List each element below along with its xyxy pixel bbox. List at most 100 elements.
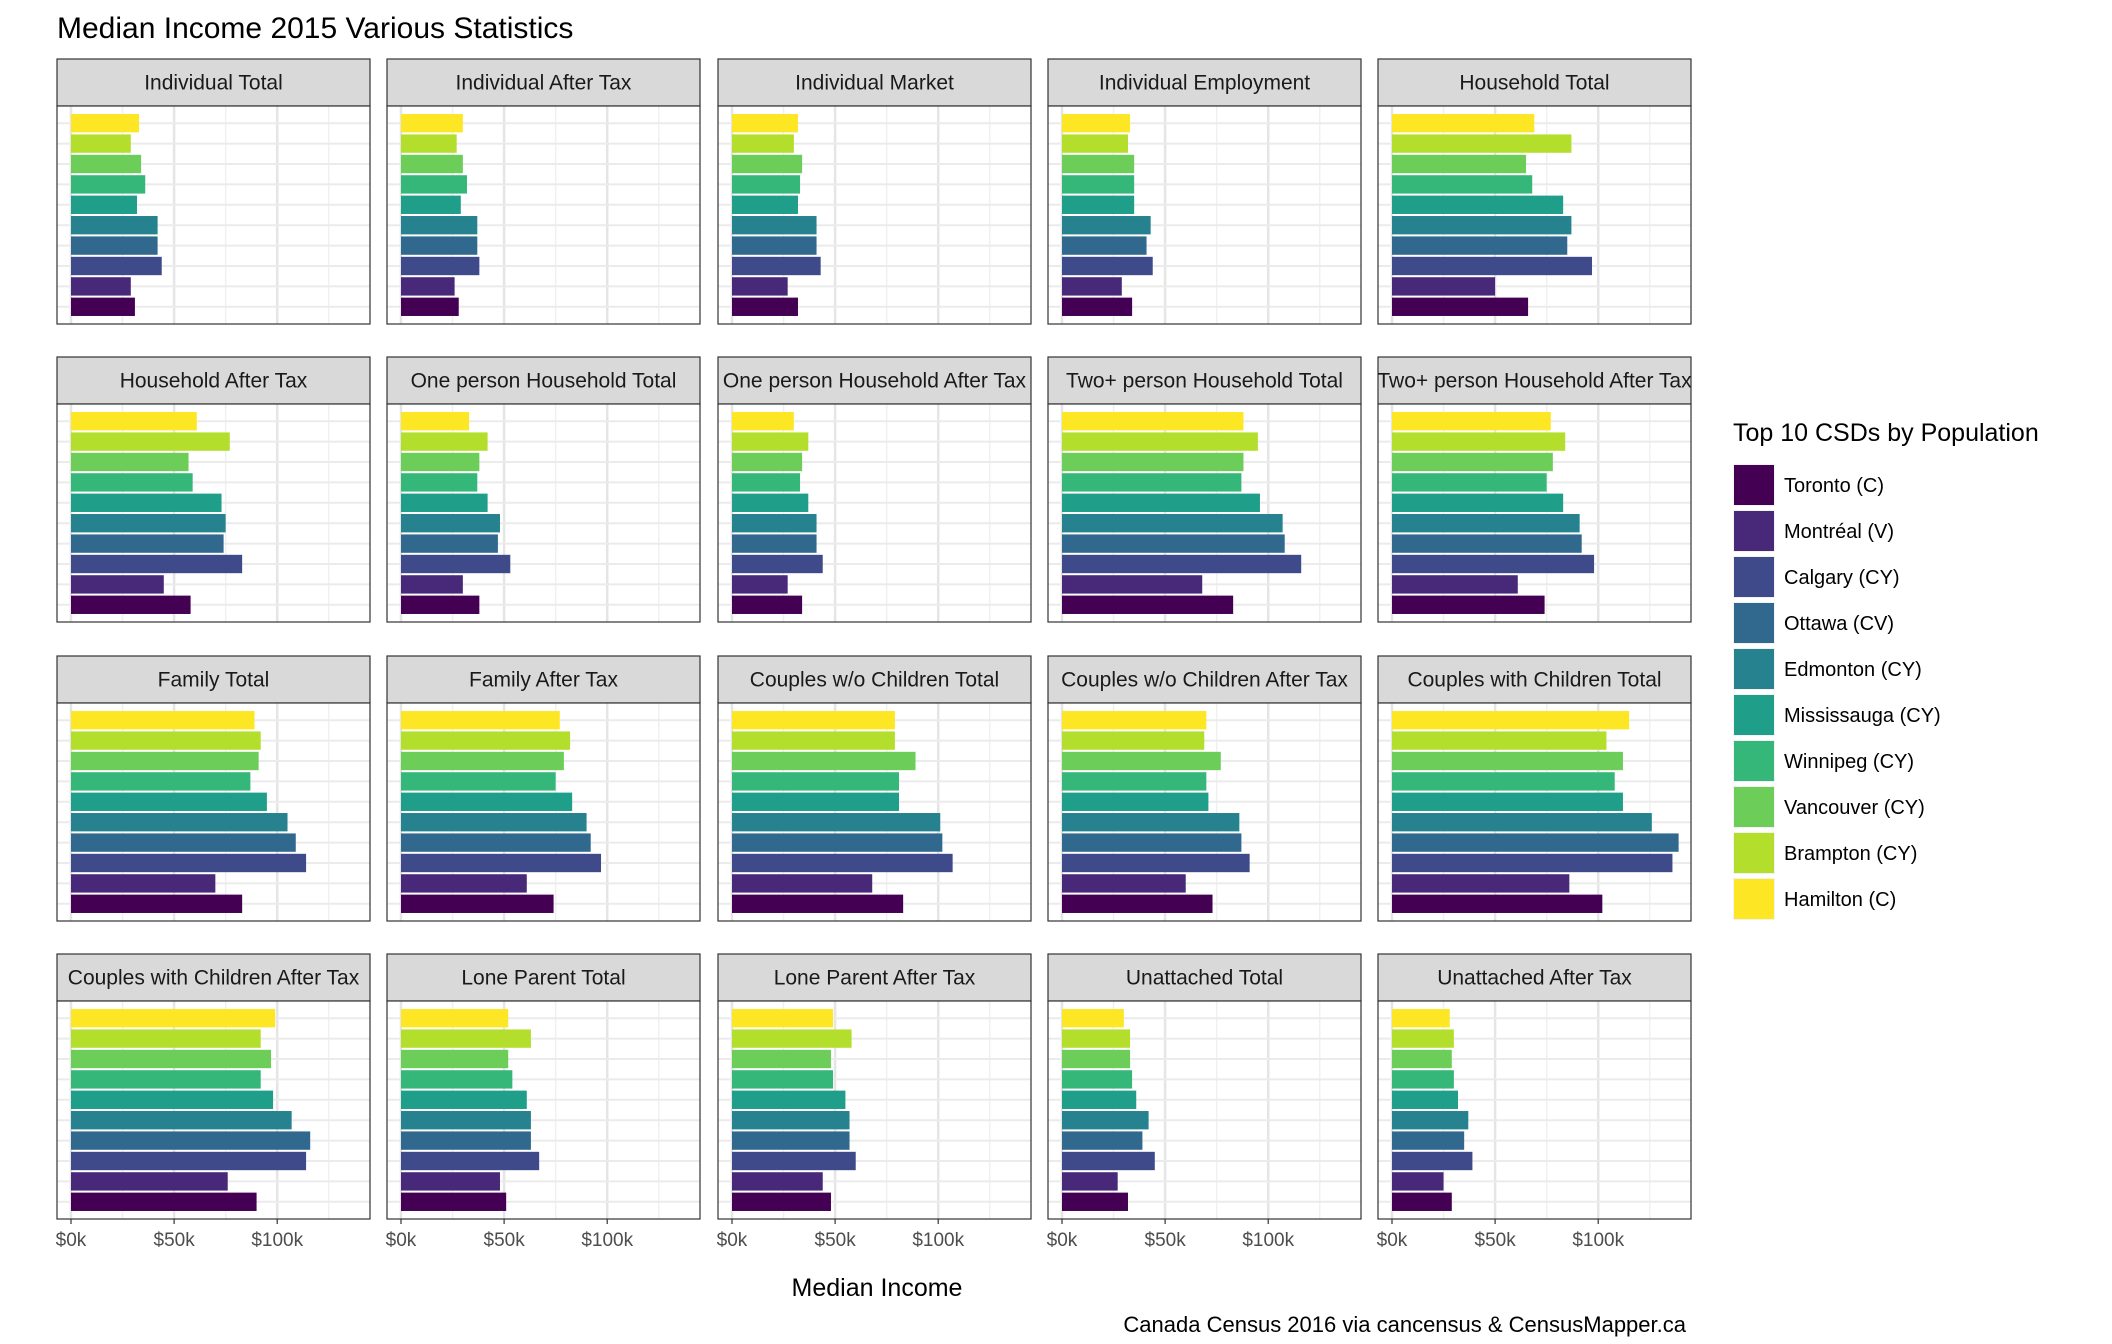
bar-edmonton-cy (71, 1111, 292, 1130)
facet-strip-label: Unattached Total (1126, 967, 1283, 990)
bar-winnipeg-cy (1062, 473, 1242, 492)
bar-calgary-cy (1392, 256, 1593, 276)
bar-mississauga-cy (71, 195, 137, 214)
x-tick-label: $100k (1572, 1230, 1624, 1251)
facet-strip-label: Unattached After Tax (1437, 967, 1632, 990)
bar-winnipeg-cy (1392, 175, 1533, 194)
facet-strip-label: Individual Employment (1099, 72, 1310, 95)
bar-ottawa-cv (71, 236, 158, 255)
bar-calgary-cy (1062, 256, 1153, 276)
bar-mississauga-cy (401, 493, 488, 512)
bar-winnipeg-cy (732, 1070, 834, 1089)
bar-ottawa-cv (401, 833, 591, 852)
legend-item-brampton-cy: Brampton (CY) (1733, 832, 1917, 874)
facet-strip (56, 953, 371, 1002)
facet-individual-employment: Individual Employment (1047, 58, 1362, 325)
facet-panel-border (1047, 105, 1362, 325)
facet-unattached-total: Unattached Total $0k $50k $100k (1047, 953, 1362, 1251)
bar-vancouver-cy (732, 751, 916, 771)
x-tick-label: $0k (386, 1230, 417, 1251)
bar-edmonton-cy (1062, 216, 1151, 235)
bar-brampton-cy (71, 731, 261, 750)
x-tick-label: $100k (251, 1230, 303, 1251)
facet-panel-border (717, 1000, 1032, 1220)
facet-strip-label: Two+ person Household After Tax (1377, 370, 1692, 393)
facet-strip (717, 953, 1032, 1002)
bar-edmonton-cy (71, 514, 226, 533)
bar-vancouver-cy (1392, 751, 1623, 771)
bar-vancouver-cy (71, 1049, 272, 1069)
x-axis-title: Median Income (792, 1274, 963, 1302)
legend-item-winnipeg-cy: Winnipeg (CY) (1733, 740, 1914, 782)
bar-edmonton-cy (1392, 813, 1652, 832)
legend-key (1734, 603, 1774, 643)
facet-panel-border (386, 105, 701, 325)
facet-strip (717, 58, 1032, 107)
legend-label: Montréal (V) (1784, 521, 1894, 543)
bar-hamilton-c (732, 412, 794, 431)
legend: Top 10 CSDs by Population Toronto (C) Mon… (1733, 419, 2039, 920)
bar-mississauga-cy (732, 1090, 846, 1109)
x-tick-label: $50k (1145, 1230, 1187, 1251)
bar-vancouver-cy (1062, 452, 1244, 472)
facet-strip-label: Family After Tax (469, 669, 618, 692)
facets: Individual Total Individual After Tax Indi… (56, 58, 1692, 1251)
facet-household-after-tax: Household After Tax (56, 356, 371, 623)
bar-toronto-c (732, 894, 904, 913)
bar-vancouver-cy (71, 751, 259, 771)
bar-ottawa-cv (1392, 236, 1568, 255)
bar-brampton-cy (401, 134, 457, 153)
facet-strip (1377, 655, 1692, 704)
bar-toronto-c (71, 894, 243, 913)
bar-brampton-cy (732, 432, 809, 451)
bar-mississauga-cy (1062, 195, 1135, 214)
bar-brampton-cy (1392, 432, 1566, 451)
bar-winnipeg-cy (732, 175, 801, 194)
bar-winnipeg-cy (401, 473, 478, 492)
bar-winnipeg-cy (1392, 473, 1547, 492)
legend-label: Vancouver (CY) (1784, 797, 1925, 819)
bar-vancouver-cy (71, 452, 189, 472)
facet-panel-border (1047, 403, 1362, 623)
bar-mississauga-cy (1062, 493, 1260, 512)
facet-strip (56, 356, 371, 405)
facet-strip-label: Couples w/o Children Total (750, 669, 999, 692)
bar-ottawa-cv (71, 833, 296, 852)
bar-toronto-c (1392, 297, 1529, 316)
bar-edmonton-cy (1062, 813, 1240, 832)
facet-panel-border (56, 403, 371, 623)
facet-panel-border (56, 702, 371, 922)
bar-toronto-c (71, 1192, 257, 1211)
legend-item-edmonton-cy: Edmonton (CY) (1733, 648, 1922, 690)
bar-toronto-c (732, 595, 803, 614)
x-tick-label: $50k (154, 1230, 196, 1251)
bar-edmonton-cy (401, 813, 587, 832)
facet-strip (386, 655, 701, 704)
bar-mississauga-cy (1062, 1090, 1137, 1109)
bar-winnipeg-cy (732, 772, 900, 791)
bar-montr-al-v (1392, 1172, 1444, 1191)
bar-calgary-cy (71, 1151, 307, 1171)
facet-panel-border (1377, 702, 1692, 922)
bar-hamilton-c (1062, 711, 1207, 730)
facet-panel-border (1377, 1000, 1692, 1220)
facet-strip (1047, 655, 1362, 704)
facet-family-total: Family Total (56, 655, 371, 922)
bar-edmonton-cy (401, 514, 500, 533)
facet-panel-border (1047, 702, 1362, 922)
bar-montr-al-v (1392, 575, 1518, 594)
bar-vancouver-cy (732, 1049, 831, 1069)
bar-calgary-cy (732, 853, 953, 873)
facet-strip-label: One person Household Total (411, 370, 677, 393)
facet-strip (1047, 953, 1362, 1002)
facet-panel-border (56, 105, 371, 325)
facet-one-person-household-after-tax: One person Household After Tax (717, 356, 1032, 623)
x-tick-label: $0k (56, 1230, 87, 1251)
bar-ottawa-cv (1062, 833, 1242, 852)
bar-montr-al-v (1392, 277, 1496, 296)
bar-mississauga-cy (71, 792, 267, 811)
bar-ottawa-cv (401, 236, 478, 255)
bar-vancouver-cy (401, 452, 480, 472)
bar-calgary-cy (401, 853, 602, 873)
facet-strip-label: Individual After Tax (456, 72, 632, 95)
